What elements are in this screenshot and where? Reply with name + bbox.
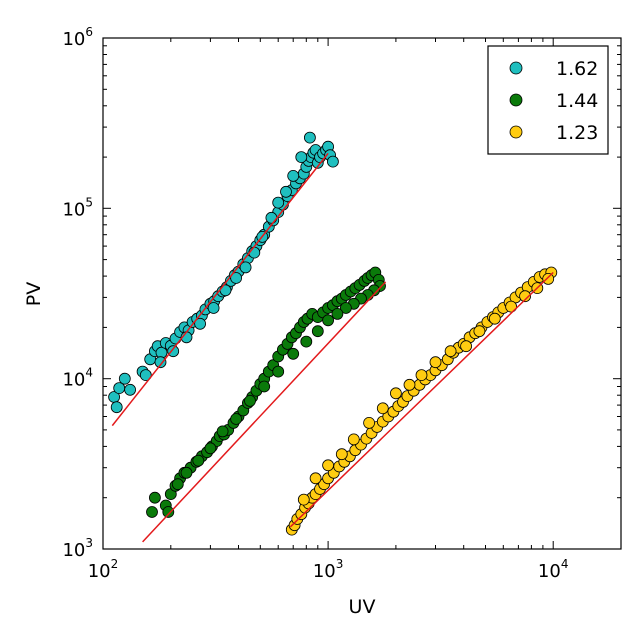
point-series-1-67: [207, 302, 220, 314]
legend-marker-3: [509, 125, 523, 139]
point-series-3-58: [444, 345, 457, 358]
x-tick-label-1: 103: [313, 557, 344, 582]
legend-label-2: 1.44: [556, 90, 598, 112]
point-series-1-71: [154, 356, 167, 369]
point-series-1-57: [295, 151, 308, 164]
y-tick-label-0: 103: [62, 536, 93, 561]
point-series-2-65: [230, 413, 243, 425]
legend: 1.62 1.44 1.23: [487, 45, 609, 155]
fit-line-series-2: [142, 281, 387, 543]
point-series-2-62: [272, 365, 285, 378]
point-series-1-6: [139, 369, 152, 382]
point-series-2-0: [146, 506, 158, 518]
y-tick-label-1: 104: [62, 366, 93, 391]
point-series-2-59: [311, 325, 324, 338]
fit-line-series-1: [111, 152, 329, 427]
point-series-2-1: [148, 491, 161, 504]
legend-label-3: 1.23: [556, 122, 598, 144]
point-series-1-59: [280, 185, 292, 198]
point-series-1-63: [248, 246, 261, 259]
y-tick-label-2: 105: [62, 195, 93, 220]
point-series-3-69: [297, 493, 310, 506]
x-axis-label: UV: [349, 596, 376, 618]
point-series-2-69: [180, 466, 193, 479]
point-series-2-68: [192, 454, 205, 467]
point-series-1-55: [326, 155, 339, 168]
fit-lines: [111, 152, 554, 543]
plot-frame: [102, 37, 622, 550]
y-axis-label: PV: [23, 282, 45, 306]
point-series-3-65: [347, 433, 360, 446]
point-series-1-68: [194, 317, 207, 330]
point-series-3-63: [376, 402, 389, 415]
point-series-3-54: [505, 300, 518, 313]
point-series-1-65: [230, 272, 243, 284]
point-series-2-3: [162, 506, 175, 518]
point-series-1-56: [303, 131, 316, 144]
point-series-1-1: [110, 401, 123, 414]
x-tick-label-0: 102: [88, 557, 119, 582]
point-series-2-58: [322, 314, 335, 327]
x-tick-label-2: 104: [538, 557, 569, 582]
point-series-1-58: [287, 169, 300, 182]
point-series-1-60: [272, 196, 285, 209]
point-series-3-66: [335, 448, 348, 461]
point-series-2-66: [216, 425, 229, 438]
point-series-1-61: [265, 211, 278, 224]
point-series-1-70: [167, 345, 180, 358]
point-series-2-63: [258, 380, 271, 393]
point-series-3-62: [389, 387, 402, 400]
point-series-3-59: [429, 356, 442, 369]
point-series-3-64: [363, 416, 376, 429]
point-series-3-68: [309, 472, 322, 485]
legend-box: [487, 45, 609, 155]
point-series-3-55: [488, 312, 501, 325]
point-series-2-64: [244, 394, 256, 407]
point-series-3-61: [403, 378, 416, 391]
y-tick-label-3: 106: [62, 25, 93, 50]
point-series-3-51: [542, 272, 555, 285]
point-series-2-60: [300, 335, 313, 348]
legend-label-1: 1.62: [556, 58, 598, 80]
point-series-2-57: [331, 307, 344, 320]
point-series-2-67: [204, 442, 217, 455]
point-series-1-3: [118, 372, 131, 385]
point-series-3-56: [473, 325, 486, 338]
fit-line-series-3: [289, 271, 554, 528]
point-series-3-53: [519, 290, 531, 303]
data-points: [108, 131, 558, 536]
point-series-3-57: [460, 340, 473, 353]
point-series-3-60: [415, 369, 428, 382]
point-series-1-66: [219, 284, 232, 297]
point-series-2-70: [171, 478, 184, 491]
point-series-2-61: [287, 347, 300, 360]
legend-marker-2: [509, 93, 523, 107]
legend-marker-1: [509, 61, 523, 75]
point-series-1-4: [124, 383, 137, 396]
point-series-2-56: [339, 302, 352, 314]
point-series-3-67: [322, 459, 335, 472]
point-series-1-64: [239, 261, 252, 274]
